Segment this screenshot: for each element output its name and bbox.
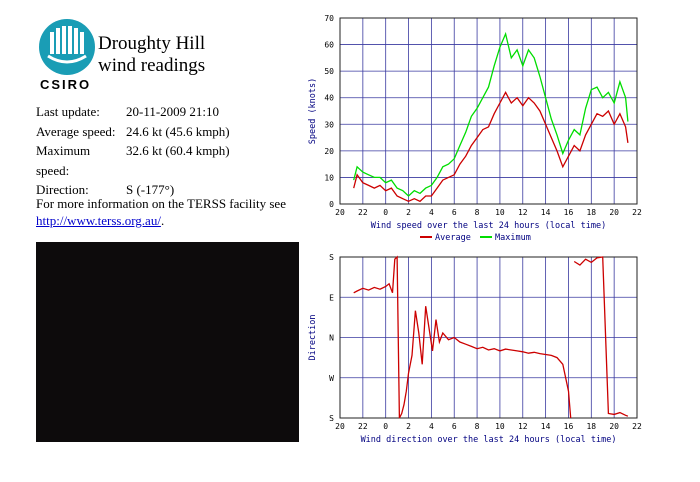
x-axis-label: Wind speed over the last 24 hours (local… (371, 221, 606, 231)
x-tick-label: 12 (518, 208, 528, 217)
wind-direction-chart: 20 22 0 2 4 6 8 10 12 14 16 18 20 22 S W N E S Wind directi… (308, 253, 642, 445)
x-tick-label: 10 (495, 422, 505, 431)
y-axis-label: Speed (knots) (308, 78, 318, 145)
reading-row: Direction: S (-177°) (36, 180, 230, 200)
legend-label: Maximum (495, 233, 531, 243)
x-tick-label: 18 (586, 208, 596, 217)
terss-link[interactable]: http://www.terss.org.au/ (36, 213, 161, 228)
x-tick-label: 14 (541, 422, 551, 431)
x-tick-label: 8 (475, 208, 480, 217)
y-tick-label: 40 (324, 94, 334, 103)
reading-label: Direction: (36, 182, 89, 197)
y-axis-label: Direction (308, 314, 318, 360)
reading-value: 32.6 kt (60.4 kmph) (126, 143, 230, 158)
csiro-logo-icon (39, 19, 95, 75)
reading-value: 20-11-2009 21:10 (126, 104, 220, 119)
reading-value: S (-177°) (126, 182, 175, 197)
y-tick-label: S (329, 414, 334, 423)
plot-frame (339, 17, 638, 205)
series-line-average (353, 91, 629, 203)
series-line-maximum (353, 31, 629, 197)
series-line-1 (573, 256, 629, 417)
x-tick-label: 10 (495, 208, 505, 217)
x-tick-label: 2 (406, 208, 411, 217)
x-tick-label: 2 (406, 422, 411, 431)
reading-row: Average speed: 24.6 kt (45.6 kmph) (36, 122, 230, 142)
y-tick-label: W (329, 374, 334, 383)
x-tick-label: 22 (358, 422, 368, 431)
x-tick-label: 20 (609, 208, 619, 217)
series-line-0 (353, 255, 572, 419)
y-tick-label: S (329, 253, 334, 262)
reading-label: Last update: (36, 104, 100, 119)
reading-row: Last update: 20-11-2009 21:10 (36, 102, 230, 122)
x-tick-label: 22 (358, 208, 368, 217)
title-line-1: Droughty Hill (98, 33, 206, 54)
x-tick-label: 22 (632, 422, 642, 431)
legend-label: Average (435, 233, 471, 243)
x-tick-label: 0 (383, 422, 388, 431)
x-tick-label: 22 (632, 208, 642, 217)
y-tick-label: N (329, 334, 334, 343)
readings-table: Last update: 20-11-2009 21:10 Average sp… (36, 102, 230, 200)
y-tick-label: 20 (324, 147, 334, 156)
plot-frame (339, 256, 638, 419)
x-tick-label: 4 (429, 422, 434, 431)
reading-value: 24.6 kt (45.6 kmph) (126, 123, 230, 139)
x-tick-label: 12 (518, 422, 528, 431)
wind-speed-chart: 20 22 0 2 4 6 8 10 12 14 16 18 20 22 0 10 20 30 40 50 60 70 Wi… (308, 14, 642, 243)
x-tick-label: 6 (452, 422, 457, 431)
y-tick-label: E (329, 293, 334, 302)
y-tick-label: 10 (324, 173, 334, 182)
x-tick-label: 0 (383, 208, 388, 217)
y-tick-label: 50 (324, 67, 334, 76)
x-tick-label: 20 (335, 208, 345, 217)
x-tick-label: 20 (609, 422, 619, 431)
reading-label: Maximum speed: (36, 143, 91, 178)
y-tick-label: 70 (324, 14, 334, 23)
x-tick-label: 18 (586, 422, 596, 431)
webcam-image (36, 242, 299, 442)
y-tick-label: 60 (324, 41, 334, 50)
x-tick-label: 6 (452, 208, 457, 217)
title-line-2: wind readings (98, 55, 206, 76)
x-axis-label: Wind direction over the last 24 hours (l… (361, 435, 617, 445)
y-tick-label: 0 (329, 200, 334, 209)
reading-label: Average speed: (36, 123, 116, 139)
logo-text: CSIRO (40, 77, 92, 92)
x-tick-label: 8 (475, 422, 480, 431)
more-info-text: For more information on the TERSS facili… (36, 196, 286, 211)
page-title: Droughty Hill wind readings (98, 33, 205, 77)
more-info: For more information on the TERSS facili… (36, 195, 296, 229)
x-tick-label: 20 (335, 422, 345, 431)
x-tick-label: 14 (541, 208, 551, 217)
x-tick-label: 16 (564, 208, 574, 217)
reading-row: Maximum speed: 32.6 kt (60.4 kmph) (36, 141, 230, 180)
x-tick-label: 4 (429, 208, 434, 217)
more-info-period: . (160, 213, 165, 228)
y-tick-label: 30 (324, 120, 334, 129)
x-tick-label: 16 (564, 422, 574, 431)
